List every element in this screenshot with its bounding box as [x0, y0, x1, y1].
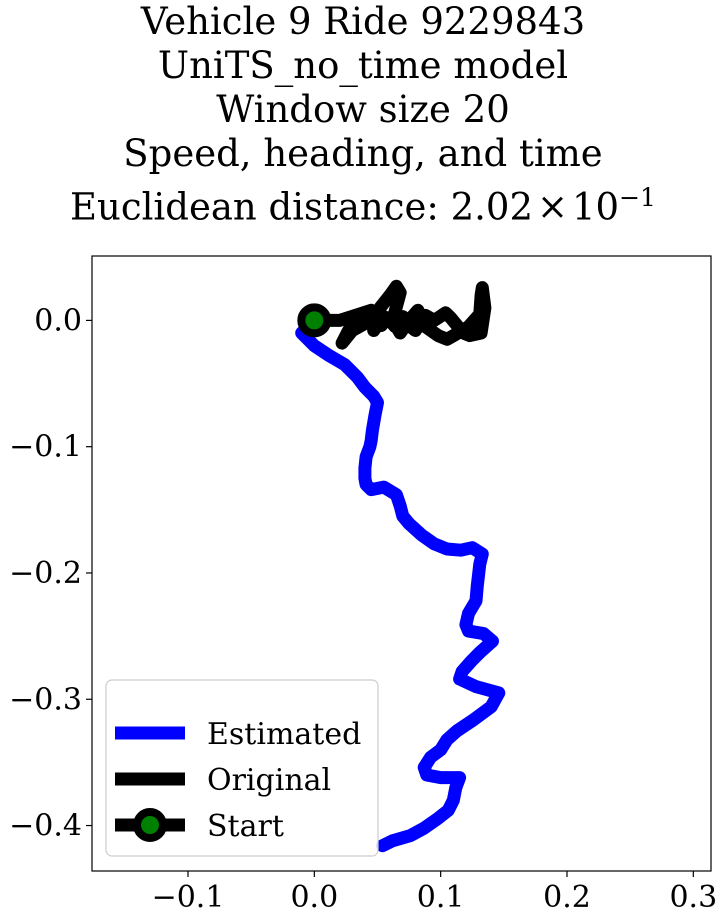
series-line-original — [307, 279, 492, 350]
x-tick-label: 0.2 — [543, 880, 591, 915]
title-line-1: Vehicle 9 Ride 9229843 — [140, 0, 586, 43]
start-marker — [297, 303, 332, 338]
title-power-base: 10 — [572, 185, 620, 229]
legend-start-label: Start — [207, 809, 284, 844]
y-tick-label: −0.2 — [9, 556, 82, 591]
legend: Estimated Original Start — [105, 679, 379, 857]
y-tick-label: −0.1 — [9, 430, 82, 465]
chart-title: Vehicle 9 Ride 9229843 UniTS_no_time mod… — [0, 0, 726, 229]
title-line-5: Euclidean distance: 2.02 × 10−1 — [0, 176, 726, 229]
x-tick-label: −0.1 — [152, 880, 225, 915]
axes-frame — [91, 255, 712, 872]
title-power-exponent: −1 — [619, 183, 656, 212]
x-tick-label: 0.3 — [669, 880, 717, 915]
y-tick-label: 0.0 — [34, 303, 82, 338]
title-distance-prefix: Euclidean distance: 2.02 — [70, 185, 533, 229]
legend-estimated-label: Estimated — [207, 717, 361, 752]
plot-area — [295, 279, 506, 853]
y-tick-label: −0.3 — [9, 682, 82, 717]
legend-start-marker — [133, 808, 167, 842]
title-times-sign: × — [536, 185, 568, 229]
legend-box — [105, 679, 379, 857]
x-tick-label: 0.1 — [417, 880, 465, 915]
title-line-3: Window size 20 — [216, 88, 510, 131]
title-line-2: UniTS_no_time model — [157, 44, 569, 87]
axis-ticks: −0.1 0.0 0.1 0.2 0.3 0.0 −0.1 −0.2 −0.3 −0.4 — [9, 303, 717, 915]
title-line-4: Speed, heading, and time — [123, 132, 603, 175]
series-layer — [295, 279, 506, 853]
legend-original-label: Original — [207, 763, 331, 798]
x-tick-label: 0.0 — [290, 880, 338, 915]
series-line-estimated — [295, 313, 506, 853]
y-tick-label: −0.4 — [9, 809, 82, 844]
